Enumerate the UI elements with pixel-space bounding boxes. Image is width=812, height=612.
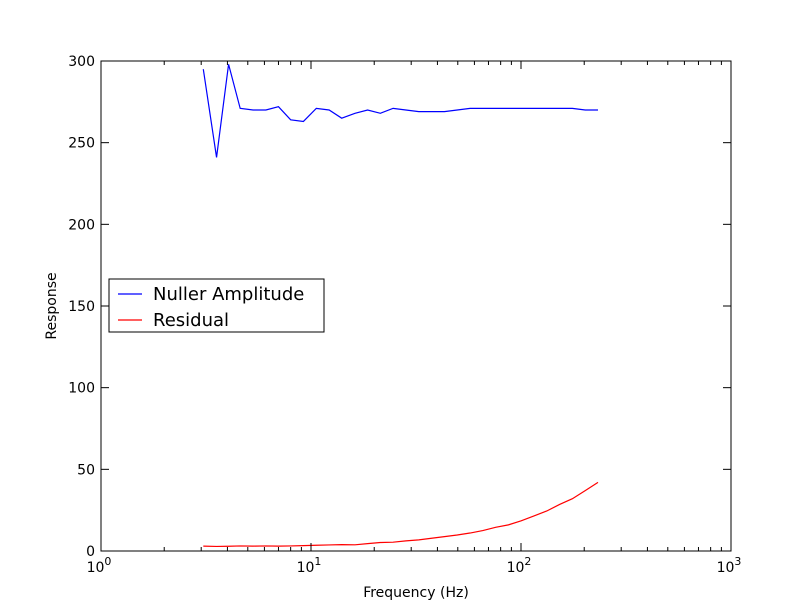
x-tick-label: 101 — [297, 555, 322, 576]
series-line-residual — [203, 481, 599, 548]
y-axis-label: Response — [44, 272, 60, 339]
x-axis-label: Frequency (Hz) — [363, 585, 469, 601]
y-tick-label: 250 — [68, 136, 95, 152]
plot-frame — [100, 60, 732, 552]
y-tick-label: 300 — [68, 54, 95, 70]
x-tick-label: 102 — [507, 555, 532, 576]
legend-label-residual: Residual — [153, 310, 229, 331]
y-tick-label: 100 — [68, 381, 95, 397]
ticks-layer — [100, 60, 732, 552]
legend-box — [108, 278, 325, 333]
legend-label-nuller-amplitude: Nuller Amplitude — [153, 284, 304, 305]
x-tick-label: 100 — [87, 555, 112, 576]
series-line-nuller-amplitude — [202, 64, 598, 158]
legend: Nuller Amplitude Residual — [108, 278, 325, 333]
y-tick-label: 200 — [68, 217, 95, 233]
series-layer — [202, 64, 599, 548]
tick-labels: 100 101 102 103 0 50 100 150 200 250 300 — [68, 54, 741, 576]
y-tick-label: 50 — [77, 462, 95, 478]
x-tick-label: 103 — [717, 555, 742, 576]
y-tick-label: 150 — [68, 299, 95, 315]
y-tick-label: 0 — [86, 544, 95, 560]
